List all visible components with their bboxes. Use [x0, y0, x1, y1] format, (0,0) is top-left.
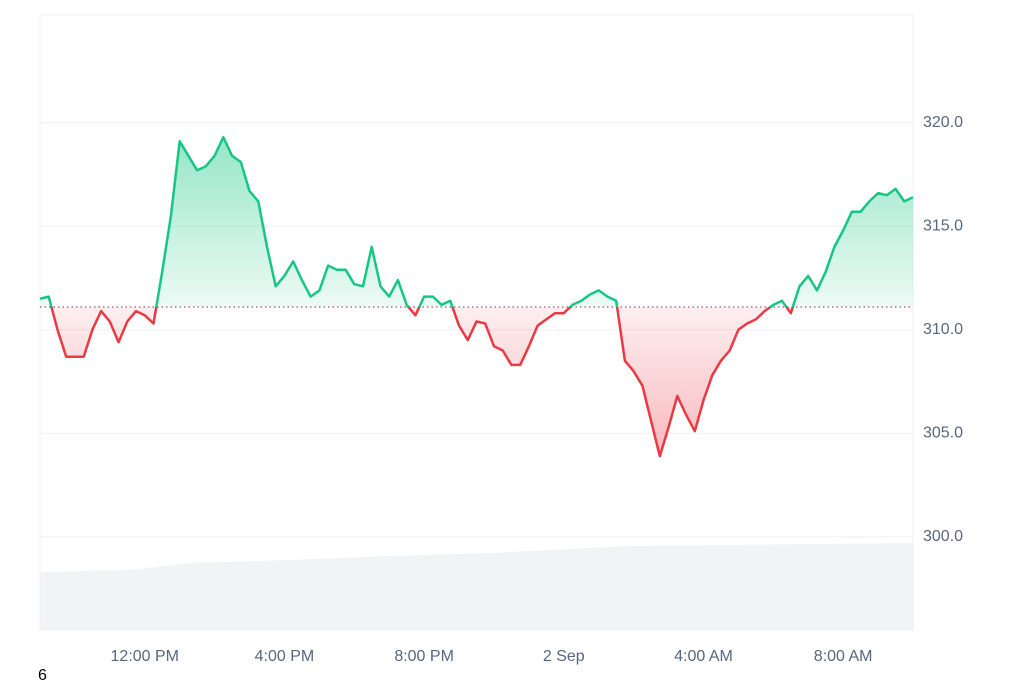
price-line [39, 135, 914, 458]
y-tick-label: 300.0 [923, 528, 963, 545]
price-area [40, 137, 913, 457]
x-tick-label: 8:00 PM [394, 648, 454, 665]
x-tick-label: 4:00 PM [255, 648, 315, 665]
y-tick-label: 310.0 [923, 321, 963, 338]
x-tick-label: 2 Sep [543, 648, 585, 665]
y-tick-label: 315.0 [923, 217, 963, 234]
x-tick-label: 8:00 AM [814, 648, 873, 665]
x-tick-label: 12:00 PM [111, 648, 179, 665]
footnote: 6 [38, 667, 47, 683]
y-tick-label: 305.0 [923, 425, 963, 442]
volume-backdrop [40, 543, 913, 630]
y-tick-label: 320.0 [923, 114, 963, 131]
x-tick-label: 4:00 AM [674, 648, 733, 665]
